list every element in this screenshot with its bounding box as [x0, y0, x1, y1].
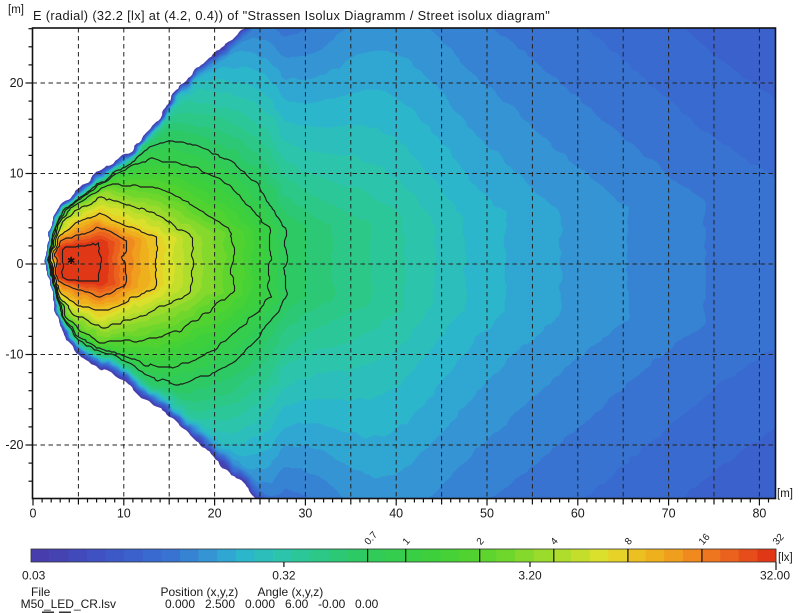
svg-text:[lx]: [lx] — [778, 552, 793, 564]
svg-text:4: 4 — [549, 536, 561, 548]
svg-text:32.00: 32.00 — [760, 569, 790, 583]
svg-text:2: 2 — [475, 536, 487, 548]
svg-text:E (radial) (32.2 [lx] at (4.2,: E (radial) (32.2 [lx] at (4.2, 0.4)) of … — [33, 8, 550, 23]
svg-text:10: 10 — [117, 507, 131, 521]
svg-text:8: 8 — [623, 536, 635, 548]
svg-text:Angle (x,y,z): Angle (x,y,z) — [258, 585, 324, 599]
svg-text:M50_LED_CR.lsv: M50_LED_CR.lsv — [21, 597, 116, 611]
svg-text:20: 20 — [10, 76, 24, 90]
svg-text:60: 60 — [571, 507, 585, 521]
svg-text:30: 30 — [298, 507, 312, 521]
svg-text:10: 10 — [10, 167, 24, 181]
svg-text:0: 0 — [30, 507, 37, 521]
svg-text:File: File — [31, 585, 51, 599]
svg-text:50: 50 — [480, 507, 494, 521]
svg-text:70: 70 — [662, 507, 676, 521]
svg-text:3.20: 3.20 — [518, 569, 542, 583]
svg-text:0.32: 0.32 — [272, 569, 296, 583]
svg-text:0.03: 0.03 — [22, 569, 46, 583]
svg-text:[m]: [m] — [777, 488, 793, 500]
svg-text:Position (x,y,z): Position (x,y,z) — [161, 585, 239, 599]
svg-text:40: 40 — [389, 507, 403, 521]
svg-text:1: 1 — [401, 536, 413, 548]
svg-text:20: 20 — [208, 507, 222, 521]
svg-text:80: 80 — [752, 507, 766, 521]
svg-text:[m]: [m] — [8, 4, 24, 16]
svg-text:0: 0 — [17, 257, 24, 271]
svg-text:-10: -10 — [5, 348, 23, 362]
svg-text:-20: -20 — [5, 438, 23, 452]
